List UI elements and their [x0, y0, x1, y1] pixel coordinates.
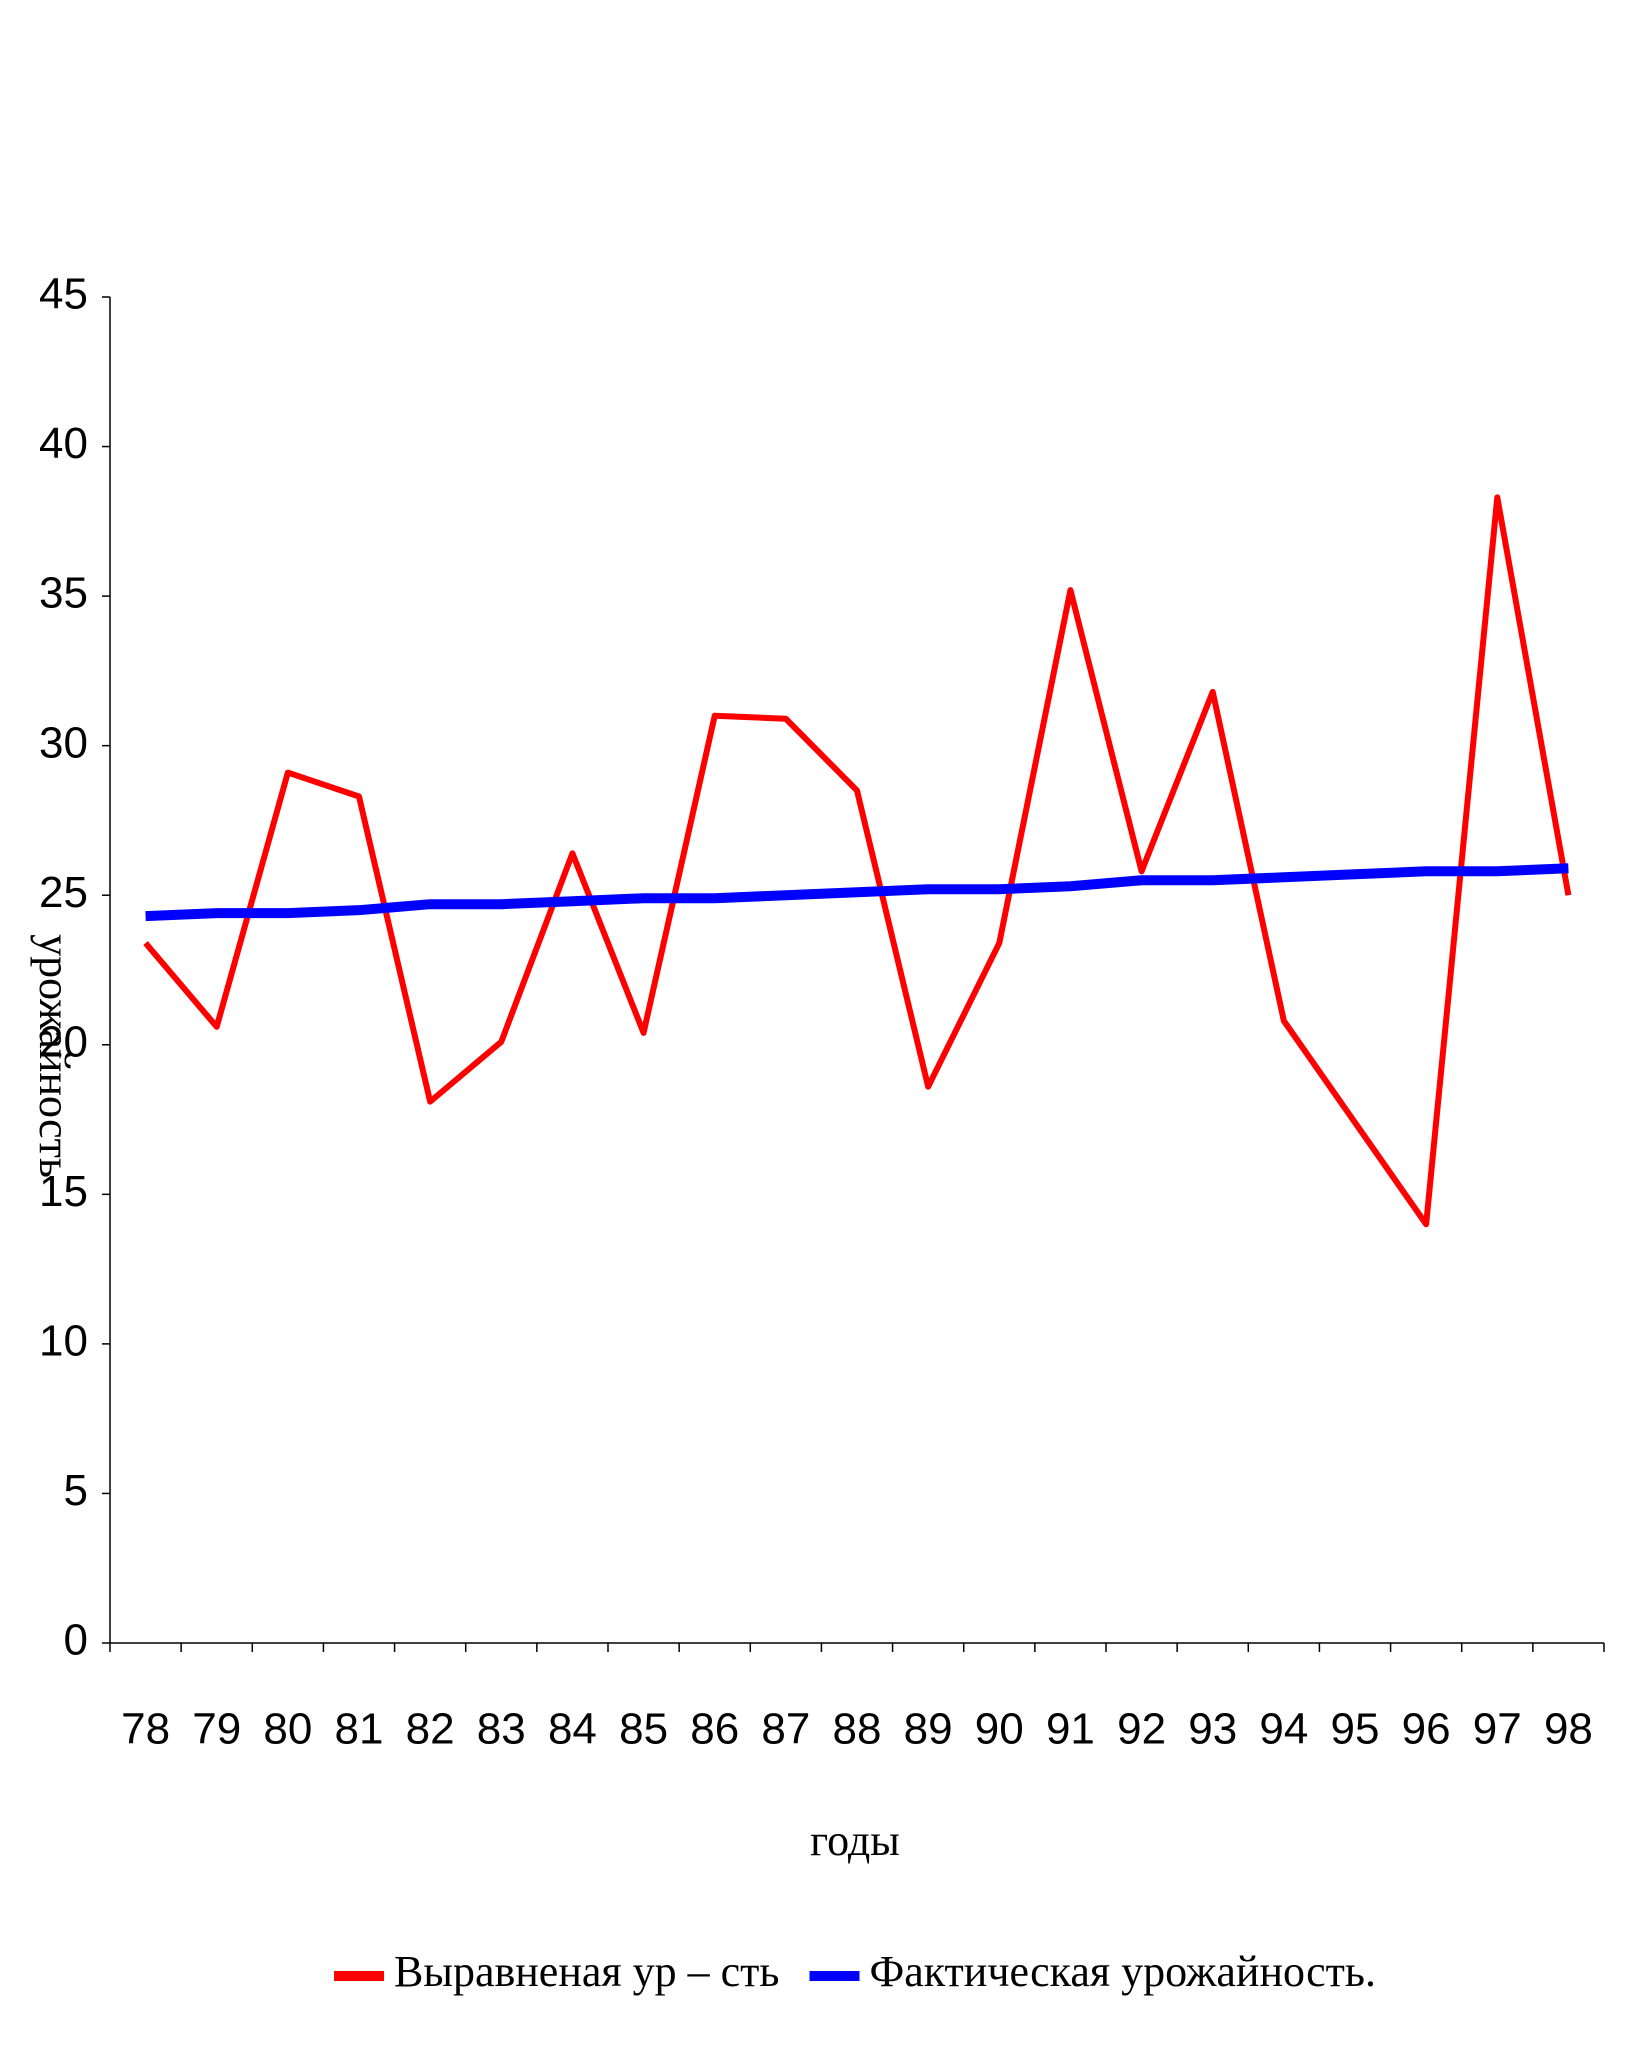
x-tick-label: 94 [1259, 1705, 1308, 1754]
x-tick-label: 97 [1473, 1705, 1522, 1754]
x-tick-label: 79 [192, 1705, 241, 1754]
data-line [143, 494, 1572, 1228]
y-tick-label: 40 [39, 419, 88, 468]
y-tick-label: 25 [39, 868, 88, 917]
y-tick-label: 10 [39, 1317, 88, 1366]
x-tick-label: 80 [263, 1705, 312, 1754]
x-tick-label: 92 [1117, 1705, 1166, 1754]
x-tick-label: 90 [975, 1705, 1024, 1754]
x-tick-label: 85 [619, 1705, 668, 1754]
x-tick-label: 86 [690, 1705, 739, 1754]
x-tick-label: 78 [121, 1705, 170, 1754]
x-tick-label: 98 [1544, 1705, 1593, 1754]
x-tick-label: 83 [477, 1705, 526, 1754]
data-line [145, 863, 1569, 922]
x-tick-label: 81 [335, 1705, 384, 1754]
legend-label: Фактическая урожайность. [869, 1947, 1375, 1996]
x-tick-label: 84 [548, 1705, 597, 1754]
x-tick-label: 95 [1331, 1705, 1380, 1754]
x-tick-label: 82 [406, 1705, 455, 1754]
y-axis-title: урожайность [30, 934, 79, 1178]
legend-label: Выравненая ур – сть [394, 1947, 779, 1996]
y-tick-label: 0 [64, 1616, 88, 1665]
x-tick-label: 96 [1402, 1705, 1451, 1754]
x-tick-label: 87 [761, 1705, 810, 1754]
x-tick-label: 88 [833, 1705, 882, 1754]
y-tick-label: 45 [39, 270, 88, 319]
y-tick-label: 35 [39, 569, 88, 618]
y-tick-label: 15 [39, 1167, 88, 1216]
x-axis-title: годы [810, 1816, 900, 1865]
y-tick-label: 20 [39, 1017, 88, 1066]
x-tick-label: 89 [904, 1705, 953, 1754]
x-tick-label: 91 [1046, 1705, 1095, 1754]
y-tick-label: 5 [64, 1466, 88, 1515]
y-tick-label: 30 [39, 718, 88, 767]
x-tick-label: 93 [1188, 1705, 1237, 1754]
